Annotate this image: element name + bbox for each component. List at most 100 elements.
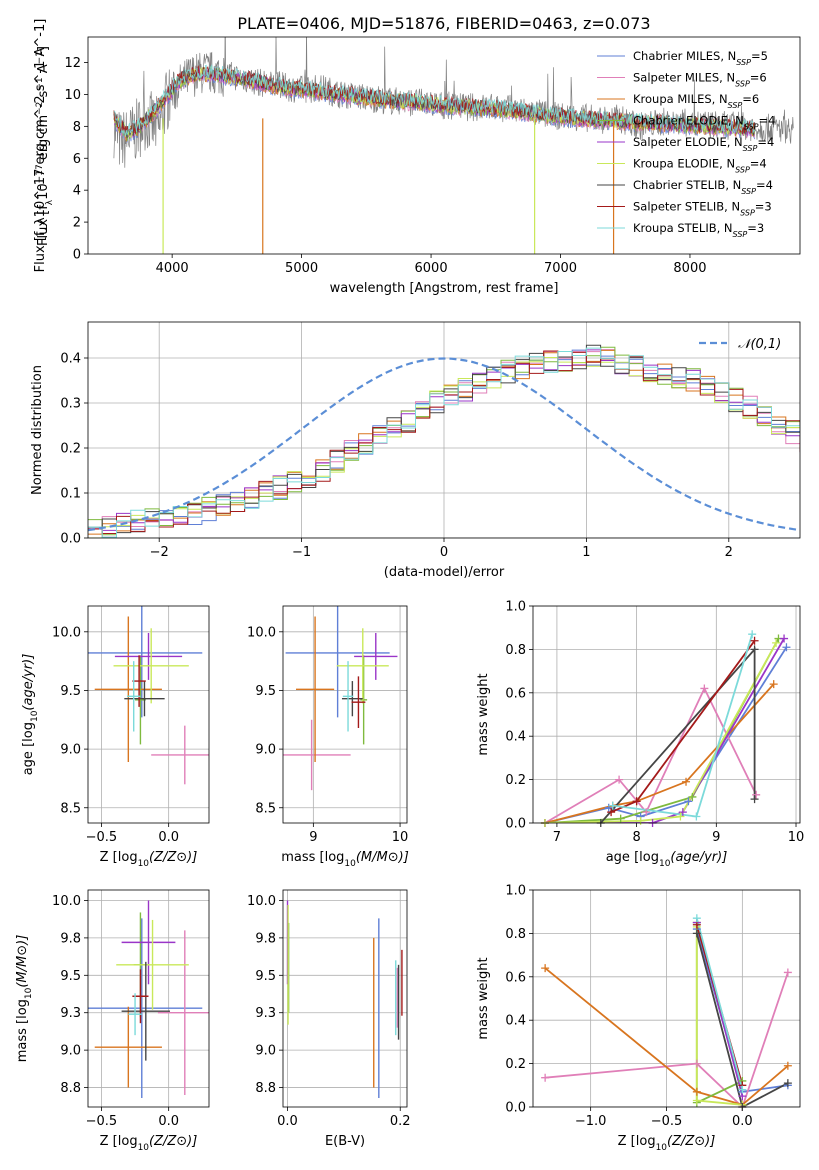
x-axis-label: Z [log10(Z/Z⊙)] — [100, 1134, 198, 1153]
plus-marker — [676, 812, 685, 821]
x-tick-label: 6000 — [415, 261, 448, 276]
plus-marker — [692, 812, 701, 821]
y-tick-label: 10 — [64, 88, 81, 103]
y-axis-label: mass weight — [476, 957, 491, 1039]
x-axis-label: wavelength [Angstrom, rest frame] — [330, 281, 559, 296]
y-tick-label: 0.1 — [60, 487, 81, 502]
y-tick-label: 9.5 — [60, 969, 81, 984]
plus-marker — [692, 1059, 701, 1068]
y-tick-label: 10.0 — [247, 625, 276, 640]
legend: Chabrier MILES, NSSP=5 Salpeter MILES, NS… — [597, 49, 775, 239]
y-tick-label: 0.8 — [505, 643, 526, 658]
y-tick-label: 12 — [64, 56, 81, 71]
plus-marker — [615, 775, 624, 784]
plus-marker — [700, 684, 709, 693]
histogram-step-line — [88, 357, 800, 538]
x-tick-label: 0.0 — [277, 1114, 298, 1129]
axes-frame — [87, 36, 801, 255]
x-axis-label: Z [log10(Z/Z⊙)] — [618, 1134, 716, 1153]
x-tick-label: 10 — [392, 830, 409, 845]
y-tick-label: 0.2 — [505, 1057, 526, 1072]
x-tick-label: −2 — [150, 545, 169, 560]
y-tick-label: 0.4 — [505, 1014, 526, 1029]
y-tick-label: 8.8 — [60, 1081, 81, 1096]
y-tick-label: 0.0 — [505, 1101, 526, 1116]
x-axis-label: Z [log10(Z/Z⊙)] — [100, 850, 198, 869]
x-tick-label: 0.0 — [158, 1114, 179, 1129]
y-tick-label: 0.2 — [60, 442, 81, 457]
plus-marker — [748, 630, 757, 639]
plus-marker — [783, 1079, 792, 1088]
x-tick-label: 9 — [712, 830, 720, 845]
y-tick-label: 10.0 — [247, 894, 276, 909]
y-tick-label: 8.8 — [255, 1081, 276, 1096]
y-tick-label: 9.3 — [60, 1006, 81, 1021]
plus-marker — [608, 801, 617, 810]
plus-marker — [632, 797, 641, 806]
y-tick-label: 1.0 — [505, 884, 526, 899]
histogram-step-line — [88, 347, 800, 538]
y-tick-label: 9.8 — [255, 931, 276, 946]
y-tick-label: 0.2 — [505, 773, 526, 788]
x-tick-label: 0.2 — [390, 1114, 411, 1129]
plus-marker — [780, 634, 789, 643]
x-tick-label: 4000 — [156, 261, 189, 276]
legend-entry: 𝒩(0,1) — [738, 337, 781, 352]
y-tick-label: 10.0 — [52, 894, 81, 909]
axes-frame — [87, 605, 210, 824]
y-tick-label: 8 — [73, 120, 81, 135]
axes-frame — [532, 605, 801, 824]
plus-marker — [782, 643, 791, 652]
x-axis-label: mass [log10(M/M⊙)] — [281, 850, 409, 869]
y-tick-label: 9.8 — [60, 931, 81, 946]
plus-marker — [769, 680, 778, 689]
axes-mass-vs-ebv: 0.0 0.2 8.8 9.0 9.3 9.5 9.8 10.0 E(B-V) — [247, 889, 411, 1149]
x-tick-label: −1 — [292, 545, 311, 560]
y-tick-label: 0.4 — [60, 352, 81, 367]
plus-marker — [678, 808, 687, 817]
x-tick-label: 0.0 — [732, 1114, 753, 1129]
plus-marker — [682, 777, 691, 786]
y-tick-label: 8.5 — [255, 801, 276, 816]
x-axis-label: age [log10(age/yr)] — [606, 850, 728, 869]
y-tick-label: 1.0 — [505, 600, 526, 615]
axes-frame — [87, 889, 210, 1108]
plus-marker — [750, 795, 759, 804]
plus-marker — [783, 968, 792, 977]
mass-weight-line — [695, 933, 789, 1107]
y-tick-label: 9.5 — [60, 684, 81, 699]
y-tick-label: 0.0 — [60, 532, 81, 547]
plus-marker — [688, 792, 697, 801]
plot-area — [283, 606, 407, 823]
mass-weight-line — [545, 972, 789, 1107]
axes-frame — [282, 605, 408, 824]
plus-marker — [783, 1061, 792, 1070]
y-tick-label: 6 — [73, 152, 81, 167]
plus-marker — [642, 808, 651, 817]
model-spectrum-line — [113, 64, 756, 137]
plot-area — [88, 322, 800, 538]
x-tick-label: −0.5 — [86, 1114, 118, 1129]
y-tick-label: 4 — [73, 184, 81, 199]
legend-entry: Chabrier STELIB, NSSP=4 — [633, 178, 773, 196]
y-tick-label: 0 — [73, 248, 81, 263]
x-axis-label: E(B-V) — [325, 1134, 365, 1149]
y-tick-label: 0.4 — [505, 730, 526, 745]
y-tick-label: 0.8 — [505, 927, 526, 942]
mass-weight-line — [695, 917, 744, 1090]
plot-area — [113, 37, 794, 254]
x-tick-label: −0.5 — [86, 830, 118, 845]
plus-marker — [750, 645, 759, 654]
chart-title: PLATE=0406, MJD=51876, FIBERID=0463, z=0… — [237, 14, 650, 33]
y-tick-label: 9.5 — [255, 684, 276, 699]
x-tick-label: 8000 — [673, 261, 706, 276]
x-tick-label: 7000 — [544, 261, 577, 276]
x-tick-label: 5000 — [285, 261, 318, 276]
plot-area — [88, 890, 209, 1107]
x-tick-label: 0.0 — [158, 830, 179, 845]
legend-entry: Chabrier MILES, NSSP=5 — [633, 49, 768, 67]
histogram-step-line — [88, 350, 800, 534]
legend-entry: Kroupa MILES, NSSP=6 — [633, 92, 759, 110]
legend-entry: Kroupa ELODIE, NSSP=4 — [633, 157, 767, 175]
